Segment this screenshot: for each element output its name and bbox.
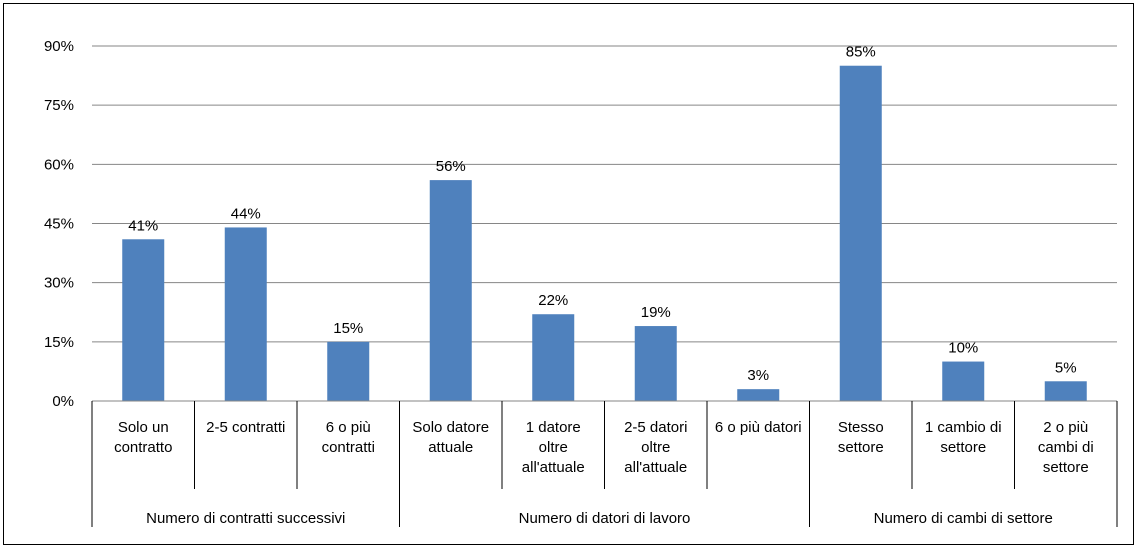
category-label-line: oltre bbox=[641, 439, 670, 456]
category-label: 1 cambio di settore bbox=[925, 419, 1002, 456]
category-label-line: attuale bbox=[428, 439, 473, 456]
category-label-line: 1 datore bbox=[526, 419, 581, 436]
y-tick-label: 75% bbox=[44, 97, 74, 114]
y-tick-label: 15% bbox=[44, 334, 74, 351]
data-label: 41% bbox=[128, 217, 158, 234]
group-label: Numero di contratti successivi bbox=[146, 510, 345, 527]
data-label: 19% bbox=[641, 304, 671, 321]
category-label-line: 1 cambio di bbox=[925, 419, 1002, 436]
category-label-line: settore bbox=[838, 439, 884, 456]
category-label-line: 2 o più bbox=[1043, 419, 1088, 436]
category-label: 6 o più contratti bbox=[322, 419, 375, 456]
y-tick-label: 90% bbox=[44, 38, 74, 55]
category-label-line: 2-5 datori bbox=[624, 419, 687, 436]
data-label: 10% bbox=[948, 340, 978, 357]
bar bbox=[737, 389, 780, 401]
category-label-line: oltre bbox=[539, 439, 568, 456]
category-label: 1 datore oltre all'attuale bbox=[522, 419, 585, 476]
category-label-line: settore bbox=[940, 439, 986, 456]
category-label-line: 2-5 contratti bbox=[206, 419, 285, 436]
category-label-line: contratto bbox=[114, 439, 172, 456]
category-label-line: Solo un bbox=[118, 419, 169, 436]
category-label: 6 o più datori bbox=[715, 419, 802, 436]
category-label: Solo datore attuale bbox=[412, 419, 489, 456]
bar bbox=[122, 239, 165, 401]
category-label-line: settore bbox=[1043, 459, 1089, 476]
category-label-line: all'attuale bbox=[522, 459, 585, 476]
category-label-line: Solo datore bbox=[412, 419, 489, 436]
bar bbox=[1044, 381, 1087, 401]
data-label: 56% bbox=[436, 158, 466, 175]
data-label: 85% bbox=[846, 44, 876, 61]
y-tick-label: 30% bbox=[44, 275, 74, 292]
bar bbox=[429, 180, 472, 401]
bar bbox=[634, 326, 677, 401]
group-label: Numero di datori di lavoro bbox=[519, 510, 691, 527]
bar bbox=[839, 65, 882, 401]
category-label: Stesso settore bbox=[838, 419, 884, 456]
y-tick-label: 0% bbox=[52, 393, 74, 410]
y-tick-label: 60% bbox=[44, 156, 74, 173]
bar bbox=[532, 314, 575, 401]
category-label-line: 6 o più bbox=[326, 419, 371, 436]
category-label: 2 o più cambi di settore bbox=[1038, 419, 1094, 476]
category-label-line: 6 o più datori bbox=[715, 419, 802, 436]
category-label-line: contratti bbox=[322, 439, 375, 456]
data-label: 44% bbox=[231, 205, 261, 222]
category-label-line: Stesso bbox=[838, 419, 884, 436]
category-label-line: cambi di bbox=[1038, 439, 1094, 456]
bar bbox=[942, 361, 985, 401]
bar bbox=[327, 341, 370, 401]
group-label: Numero di cambi di settore bbox=[874, 510, 1053, 527]
data-label: 5% bbox=[1055, 359, 1077, 376]
category-label: 2-5 datori oltre all'attuale bbox=[624, 419, 687, 476]
data-label: 15% bbox=[333, 320, 363, 337]
category-label: 2-5 contratti bbox=[206, 419, 285, 436]
category-label: Solo un contratto bbox=[114, 419, 172, 456]
chart-frame bbox=[3, 3, 1134, 545]
data-label: 3% bbox=[747, 367, 769, 384]
data-label: 22% bbox=[538, 292, 568, 309]
category-label-line: all'attuale bbox=[624, 459, 687, 476]
y-tick-label: 45% bbox=[44, 216, 74, 233]
bar bbox=[224, 227, 267, 401]
